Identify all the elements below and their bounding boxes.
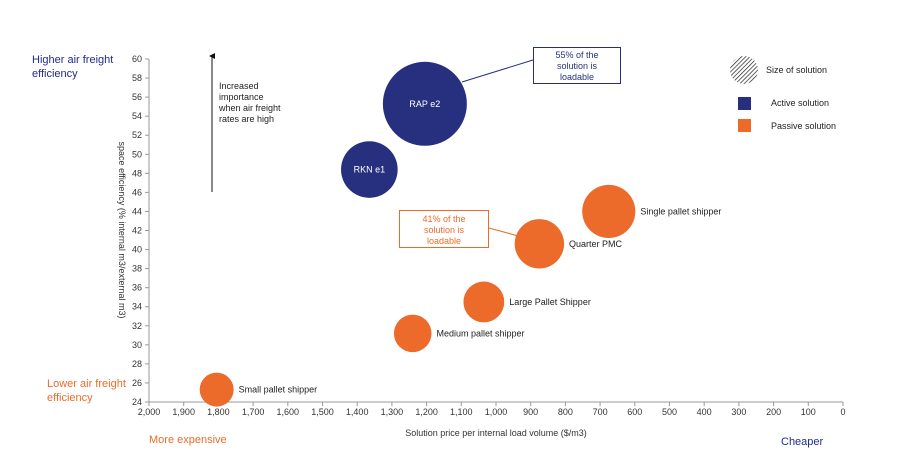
legend-passive-swatch [738,119,751,132]
y-tick-label: 32 [132,321,142,331]
x-axis-title: Solution price per internal load volume … [405,428,587,438]
y-tick-label: 26 [132,378,142,388]
x-left-extreme-label: More expensive [149,434,227,446]
bubble-label: Quarter PMC [569,239,623,249]
y-tick-label: 34 [132,302,142,312]
bubble-label: Large Pallet Shipper [509,297,591,307]
y-tick-label: 58 [132,73,142,83]
bubble-label: Single pallet shipper [640,206,721,216]
y-tick-label: 54 [132,111,142,121]
x-tick-label: 600 [627,407,642,417]
bubble-small-pallet-shipper [199,372,234,407]
x-tick-label: 1,700 [242,407,265,417]
x-tick-label: 1,900 [172,407,195,417]
x-tick-label: 800 [558,407,573,417]
x-tick-label: 1,600 [277,407,300,417]
x-tick-label: 1,800 [207,407,230,417]
x-tick-label: 1,400 [346,407,369,417]
bubble-rkn-e1 [341,141,398,198]
x-tick-label: 1,200 [415,407,438,417]
y-tick-label: 50 [132,149,142,159]
rap-callout: 55% of the solution is loadable [533,47,621,84]
bubble-rap-e2 [382,61,467,146]
x-tick-label: 700 [593,407,608,417]
bubble-single-pallet-shipper [582,184,636,239]
y-tick-label: 40 [132,245,142,255]
bubble-large-pallet-shipper [463,281,505,323]
y-tick-label: 24 [132,397,142,407]
rap-callout-connector [461,59,534,83]
x-ticks: 2,000 1,900 1,800 1,700 1,600 1,500 1,400 1,300… [138,402,846,417]
bubble-label: RKN e1 [354,165,386,175]
x-tick-label: 1,000 [485,407,508,417]
bubbles [199,61,636,407]
arrow-note: Increased importance when air freight ra… [219,81,281,124]
x-tick-label: 1,100 [450,407,473,417]
legend [730,56,758,132]
y-tick-label: 38 [132,264,142,274]
legend-active-swatch [738,97,751,110]
bubble-medium-pallet-shipper [393,314,432,353]
x-tick-label: 100 [801,407,816,417]
y-tick-label: 44 [132,206,142,216]
legend-size-label: Size of solution [766,65,828,75]
x-tick-label: 200 [766,407,781,417]
y-tick-label: 60 [132,54,142,64]
y-ticks: 24 26 28 30 32 34 36 38 40 42 44 46 48 50 52 54 56 58 60 [132,54,149,407]
bubble-quarter-pmc [514,219,565,269]
x-tick-label: 900 [523,407,538,417]
legend-active-label: Active solution [771,98,830,108]
x-tick-label: 500 [662,407,677,417]
x-tick-label: 1,300 [381,407,404,417]
legend-passive-label: Passive solution [771,121,837,131]
y-tick-label: 52 [132,130,142,140]
y-tick-label: 28 [132,359,142,369]
x-tick-label: 1,500 [311,407,334,417]
y-tick-label: 48 [132,168,142,178]
bubble-label: RAP e2 [409,99,440,109]
y-tick-label: 30 [132,340,142,350]
x-tick-label: 2,000 [138,407,161,417]
x-right-extreme-label: Cheaper [781,436,824,448]
legend-size-swatch [730,56,758,84]
bubble-label: Small pallet shipper [239,385,318,395]
bubble-label: Medium pallet shipper [437,328,525,338]
pmc-callout: 41% of the solution is loadable [399,210,489,248]
x-tick-label: 300 [731,407,746,417]
y-axis-title: space efficiency (% internal m3/external… [117,142,127,319]
y-tick-label: 56 [132,92,142,102]
y-tick-label: 42 [132,226,142,236]
x-tick-label: 0 [840,407,845,417]
x-tick-label: 400 [697,407,712,417]
y-tick-label: 36 [132,283,142,293]
corner-top-left-label: Higher air freight efficiency [32,54,114,80]
bubble-labels: RAP e2 RKN e1 Single pallet shipper Quarter… [239,99,722,395]
y-tick-label: 46 [132,187,142,197]
corner-bottom-left-label: Lower air freight efficiency [47,378,126,404]
